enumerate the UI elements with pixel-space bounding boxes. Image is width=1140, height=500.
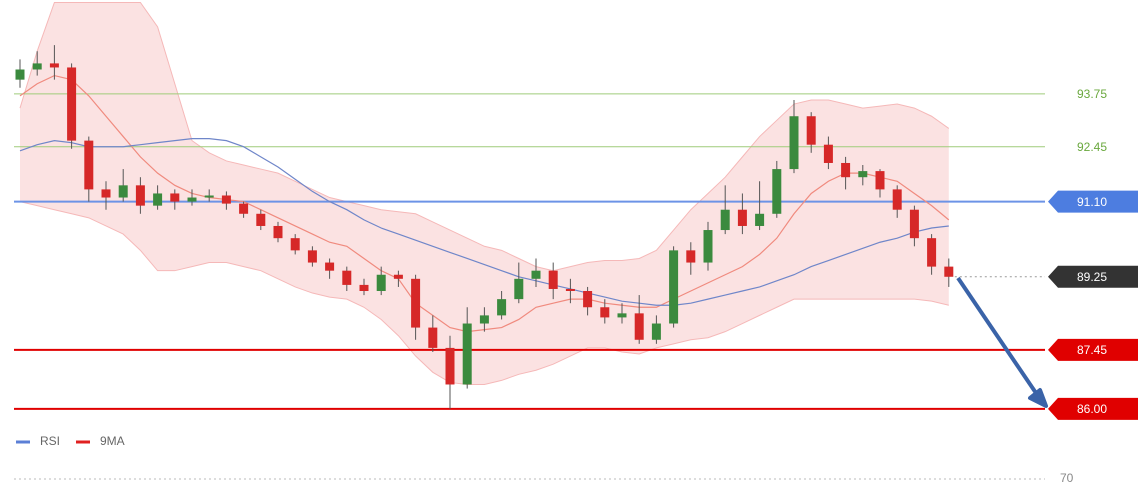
candle-body: [84, 140, 94, 190]
rsi-tick-label: 70: [1060, 471, 1074, 485]
candle-body: [376, 274, 386, 292]
candle-body: [445, 347, 455, 385]
candle-body: [548, 270, 558, 289]
candle-body: [49, 63, 59, 68]
candle-body: [669, 250, 679, 324]
legend-label: RSI: [40, 434, 60, 448]
candle-body: [703, 230, 713, 263]
candle-body: [204, 195, 214, 198]
candle-body: [239, 203, 249, 214]
candle-body: [411, 278, 421, 328]
candle-body: [600, 307, 610, 318]
candle-body: [393, 274, 403, 279]
candle-body: [101, 189, 111, 198]
candle-body: [307, 250, 317, 263]
candle-body: [789, 116, 799, 170]
level-label: 93.75: [1077, 87, 1107, 101]
candle-body: [135, 185, 145, 206]
candle-body: [531, 270, 541, 279]
level-label: 86.00: [1077, 402, 1107, 416]
candle-body: [944, 266, 954, 277]
candle-body: [153, 193, 163, 206]
candle-body: [686, 250, 696, 263]
candle-body: [15, 69, 25, 80]
band-fill: [20, 2, 949, 385]
candle-body: [428, 327, 438, 348]
candle-body: [875, 171, 885, 190]
candle-body: [514, 278, 524, 300]
candle-body: [858, 171, 868, 178]
candle-body: [256, 213, 266, 226]
band-line: [19, 201, 949, 385]
level-label: 87.45: [1077, 343, 1107, 357]
candle-body: [772, 169, 782, 214]
candle-body: [67, 67, 77, 141]
ma-line: [19, 137, 949, 306]
candle-body: [651, 323, 661, 340]
legend-label: 9MA: [100, 434, 125, 448]
candle-body: [892, 189, 902, 210]
candle-body: [720, 209, 730, 231]
level-label-box: [1048, 190, 1138, 213]
level-label: 89.25: [1077, 270, 1107, 284]
candle-body: [462, 323, 472, 385]
candle-body: [342, 270, 352, 285]
candle-body: [617, 313, 627, 318]
candle-body: [497, 299, 507, 316]
level-label: 92.45: [1077, 140, 1107, 154]
candle-body: [755, 213, 765, 226]
level-label-box: [1048, 397, 1138, 420]
candle-body: [118, 185, 128, 198]
candle-body: [479, 315, 489, 324]
candle-body: [823, 144, 833, 163]
candle-body: [737, 209, 747, 226]
candle-body: [909, 209, 919, 239]
candle-body: [187, 197, 197, 202]
candle-body: [565, 288, 575, 292]
candle-body: [927, 238, 937, 267]
candle-body: [221, 195, 231, 204]
candle-body: [359, 284, 369, 292]
candle-body: [32, 63, 42, 70]
plot: 93.75 92.45 91.10 89.25 87.45 86.00 RSI 9MA 70: [14, 1, 1138, 485]
level-label: 91.10: [1077, 195, 1107, 209]
candle-body: [583, 291, 593, 308]
candle-body: [290, 238, 300, 251]
candle-body: [841, 162, 851, 178]
forecast-arrow: [956, 276, 1040, 398]
candle-body: [634, 313, 644, 340]
candle-body: [273, 225, 283, 239]
level-label-box: [1048, 265, 1138, 288]
candle-body: [325, 262, 335, 271]
candle-body: [170, 193, 180, 202]
forecast-arrow-head: [1028, 388, 1048, 408]
candle-body: [806, 116, 816, 145]
level-label-box: [1048, 338, 1138, 361]
